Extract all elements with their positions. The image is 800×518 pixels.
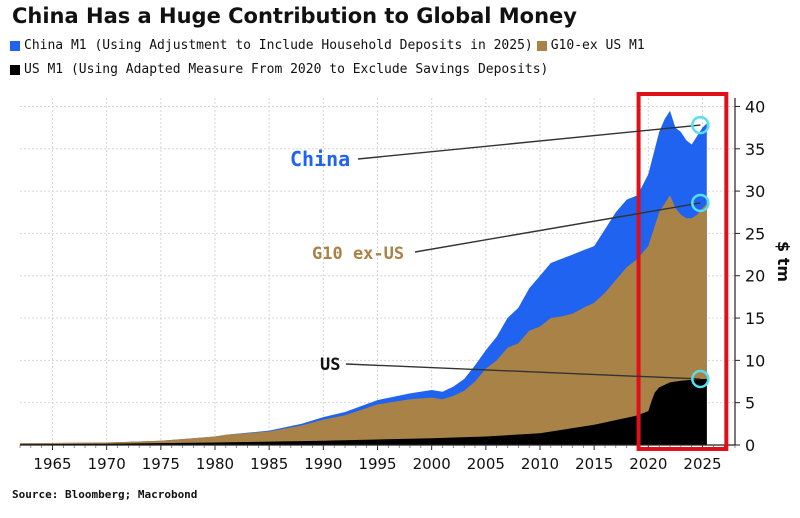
legend-label-g10: G10-ex US M1	[550, 38, 645, 53]
area-g10	[20, 195, 707, 445]
legend-swatch-china	[10, 40, 20, 51]
x-tick-label-2015: 2015	[575, 455, 613, 473]
marker-circle-us	[691, 369, 710, 389]
legend-row-2: US M1 (Using Adapted Measure From 2020 t…	[10, 62, 552, 77]
y-tick-label-30: 30	[745, 182, 765, 201]
x-tick-label-1985: 1985	[250, 455, 288, 473]
y-tick-label-20: 20	[745, 267, 765, 286]
axes: 1965 1970 1975 1980 1985 1990 1995 2000 2005 2010…	[19, 97, 793, 473]
y-tick-label-15: 15	[745, 309, 765, 328]
y-tick-label-35: 35	[745, 140, 765, 159]
annotation-label-g10: G10 ex-US	[312, 244, 404, 264]
x-tick-label-2000: 2000	[413, 455, 451, 473]
x-tick-label-2020: 2020	[629, 455, 667, 473]
y-tick-label-0: 0	[745, 436, 755, 455]
legend-row-1: China M1 (Using Adjustment to Include Ho…	[10, 38, 649, 53]
legend-item-china: China M1 (Using Adjustment to Include Ho…	[10, 38, 533, 53]
x-tick-label-1975: 1975	[142, 455, 180, 473]
leader-line-g10	[414, 202, 701, 253]
x-tick-label-2005: 2005	[467, 455, 505, 473]
legend-swatch-g10	[536, 40, 547, 51]
area-series	[20, 110, 707, 445]
y-tick-label-5: 5	[745, 394, 755, 413]
x-tick-label-1995: 1995	[358, 455, 396, 473]
chart-title: China Has a Huge Contribution to Global …	[12, 4, 577, 28]
highlight-box	[636, 92, 729, 451]
x-tick-label-1980: 1980	[196, 455, 234, 473]
legend-label-china: China M1 (Using Adjustment to Include Ho…	[24, 38, 533, 53]
annotations: China G10 ex-US US	[290, 92, 729, 451]
annotation-label-china: China	[290, 147, 350, 171]
annotation-label-us: US	[320, 355, 340, 375]
y-tick-label-10: 10	[745, 351, 765, 370]
leader-line-us	[345, 363, 701, 380]
leader-line-china	[357, 124, 701, 160]
x-tick-label-2010: 2010	[521, 455, 559, 473]
legend-item-g10: G10-ex US M1	[536, 38, 645, 53]
marker-circle-g10	[691, 193, 710, 213]
legend-swatch-us	[10, 64, 20, 75]
x-tick-label-1990: 1990	[304, 455, 342, 473]
y-tick-label-25: 25	[745, 224, 765, 243]
x-tick-label-2025: 2025	[683, 455, 721, 473]
x-tick-label-1965: 1965	[33, 455, 71, 473]
legend-label-us: US M1 (Using Adapted Measure From 2020 t…	[24, 62, 549, 77]
source-note: Source: Bloomberg; Macrobond	[12, 488, 198, 501]
x-tick-label-1970: 1970	[88, 455, 126, 473]
y-axis-label: $ tm	[774, 241, 793, 282]
legend-item-us: US M1 (Using Adapted Measure From 2020 t…	[10, 62, 548, 77]
marker-circle-china	[691, 115, 710, 135]
y-tick-label-40: 40	[745, 97, 765, 116]
